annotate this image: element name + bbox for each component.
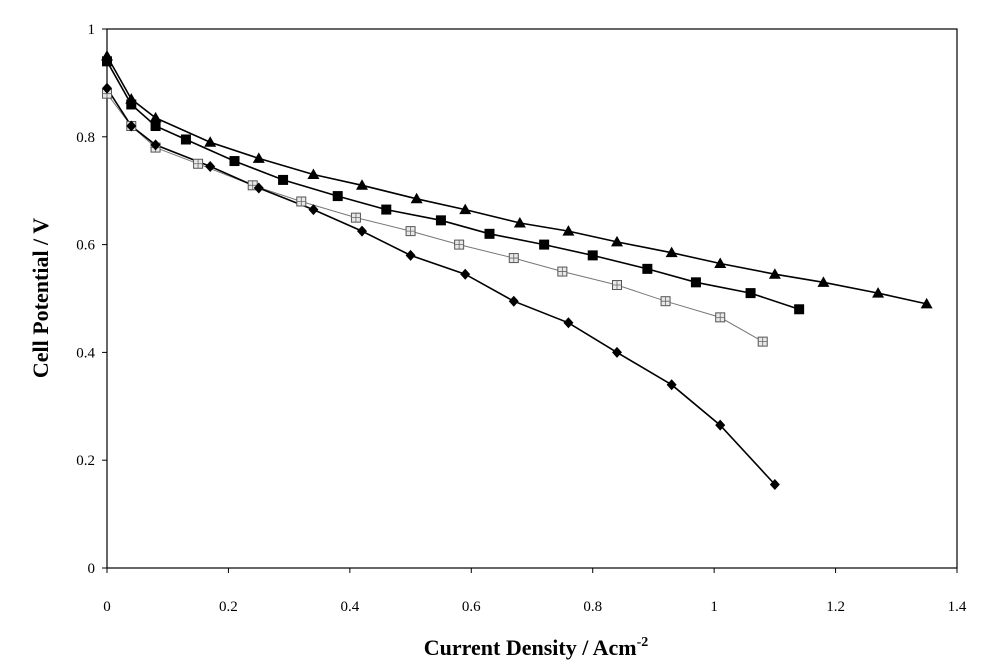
data-point-square bbox=[587, 250, 598, 261]
x-tick-label: 0 bbox=[103, 599, 111, 615]
y-tick-label: 1 bbox=[88, 22, 96, 38]
data-point-square bbox=[794, 304, 805, 315]
x-tick-label: 0.4 bbox=[340, 599, 359, 615]
data-point-diamond bbox=[205, 160, 216, 172]
data-point-square bbox=[642, 263, 653, 274]
x-axis-title-main: Current Density / Acm bbox=[424, 635, 637, 660]
data-point-diamond bbox=[150, 139, 161, 151]
hatched-square-cross bbox=[193, 159, 203, 169]
data-point-triangle bbox=[410, 192, 423, 204]
data-point-triangle bbox=[204, 136, 217, 147]
x-tick-label: 1.4 bbox=[948, 599, 967, 615]
data-point-triangle bbox=[459, 203, 472, 215]
data-point-triangle bbox=[149, 111, 162, 123]
data-point-hatched-square bbox=[350, 212, 361, 223]
data-point-square bbox=[539, 239, 550, 250]
hatched-square-cross bbox=[351, 213, 361, 223]
data-point-square bbox=[435, 215, 446, 226]
plot-area-frame bbox=[106, 28, 958, 569]
y-tick-label: 0 bbox=[88, 561, 96, 577]
data-point-hatched-square bbox=[715, 312, 726, 323]
data-point-square bbox=[150, 121, 161, 132]
data-point-diamond bbox=[308, 204, 319, 216]
series-line-triangle bbox=[106, 55, 927, 305]
data-point-diamond bbox=[769, 478, 780, 490]
hatched-square-cross bbox=[612, 280, 622, 290]
data-point-hatched-square bbox=[660, 296, 671, 307]
data-point-diamond bbox=[405, 249, 416, 261]
data-point-triangle bbox=[714, 257, 727, 268]
data-point-diamond bbox=[357, 225, 367, 237]
data-point-square bbox=[126, 99, 137, 110]
x-axis-title: Current Density / Acm-2 bbox=[424, 635, 649, 660]
data-point-triangle bbox=[307, 168, 320, 180]
data-point-hatched-square bbox=[612, 280, 622, 291]
data-point-square bbox=[745, 288, 756, 299]
hatched-square-cross bbox=[454, 240, 464, 250]
hatched-square-cross bbox=[248, 180, 258, 190]
data-point-hatched-square bbox=[508, 253, 519, 264]
data-point-square bbox=[381, 204, 392, 215]
data-point-square bbox=[278, 174, 289, 185]
data-point-triangle bbox=[611, 235, 623, 247]
data-point-triangle bbox=[665, 246, 678, 258]
y-axis-title: Cell Potential / V bbox=[28, 218, 53, 378]
y-tick-label: 0.2 bbox=[76, 453, 95, 469]
hatched-square-cross bbox=[557, 267, 567, 277]
x-tick-label: 0.6 bbox=[462, 599, 481, 615]
data-point-diamond bbox=[126, 120, 137, 132]
data-point-triangle bbox=[356, 179, 368, 190]
x-axis-ticks: 0 0.2 0.4 0.6 0.8 1 1.2 1.4 bbox=[103, 568, 967, 615]
x-tick-label: 1 bbox=[710, 599, 718, 615]
x-tick-label: 0.8 bbox=[583, 599, 602, 615]
data-point-diamond bbox=[715, 419, 726, 431]
hatched-square-cross bbox=[509, 253, 519, 263]
data-point-square bbox=[229, 156, 240, 167]
data-point-triangle bbox=[252, 152, 265, 163]
data-point-square bbox=[180, 134, 191, 145]
series-markers bbox=[101, 49, 933, 490]
hatched-square-cross bbox=[661, 296, 671, 306]
hatched-square-cross bbox=[715, 312, 725, 322]
x-tick-label: 1.2 bbox=[826, 599, 845, 615]
data-point-triangle bbox=[768, 268, 781, 279]
hatched-square-cross bbox=[406, 226, 416, 236]
data-point-hatched-square bbox=[296, 196, 307, 207]
data-point-hatched-square bbox=[454, 239, 465, 250]
hatched-square-cross bbox=[296, 196, 306, 206]
data-point-hatched-square bbox=[405, 226, 416, 237]
data-point-triangle bbox=[872, 287, 885, 298]
data-point-hatched-square bbox=[193, 158, 204, 169]
y-axis-ticks: 0 0.2 0.4 0.6 0.8 1 bbox=[76, 22, 107, 577]
data-point-square bbox=[102, 56, 112, 67]
data-point-diamond bbox=[460, 268, 471, 280]
x-tick-label: 0.2 bbox=[219, 599, 238, 615]
data-point-hatched-square bbox=[557, 266, 568, 277]
data-point-triangle bbox=[562, 225, 575, 236]
data-point-square bbox=[690, 277, 701, 288]
data-point-hatched-square bbox=[757, 336, 768, 347]
data-point-triangle bbox=[817, 276, 830, 287]
series-line-diamond bbox=[106, 87, 776, 486]
data-point-diamond bbox=[612, 346, 622, 358]
x-axis-title-superscript: -2 bbox=[637, 635, 649, 650]
data-point-triangle bbox=[920, 297, 933, 309]
data-point-diamond bbox=[666, 379, 677, 391]
data-point-square bbox=[484, 228, 495, 239]
hatched-square-cross bbox=[758, 337, 768, 347]
y-tick-label: 0.8 bbox=[76, 130, 95, 146]
data-point-diamond bbox=[508, 295, 519, 307]
data-point-triangle bbox=[513, 217, 526, 228]
series-line-square bbox=[106, 60, 800, 311]
data-point-diamond bbox=[253, 182, 264, 194]
data-point-square bbox=[332, 191, 343, 202]
data-point-diamond bbox=[563, 317, 574, 329]
series-lines bbox=[106, 55, 927, 486]
y-tick-label: 0.4 bbox=[76, 345, 95, 361]
data-point-diamond bbox=[102, 82, 112, 94]
y-tick-label: 0.6 bbox=[76, 238, 95, 254]
